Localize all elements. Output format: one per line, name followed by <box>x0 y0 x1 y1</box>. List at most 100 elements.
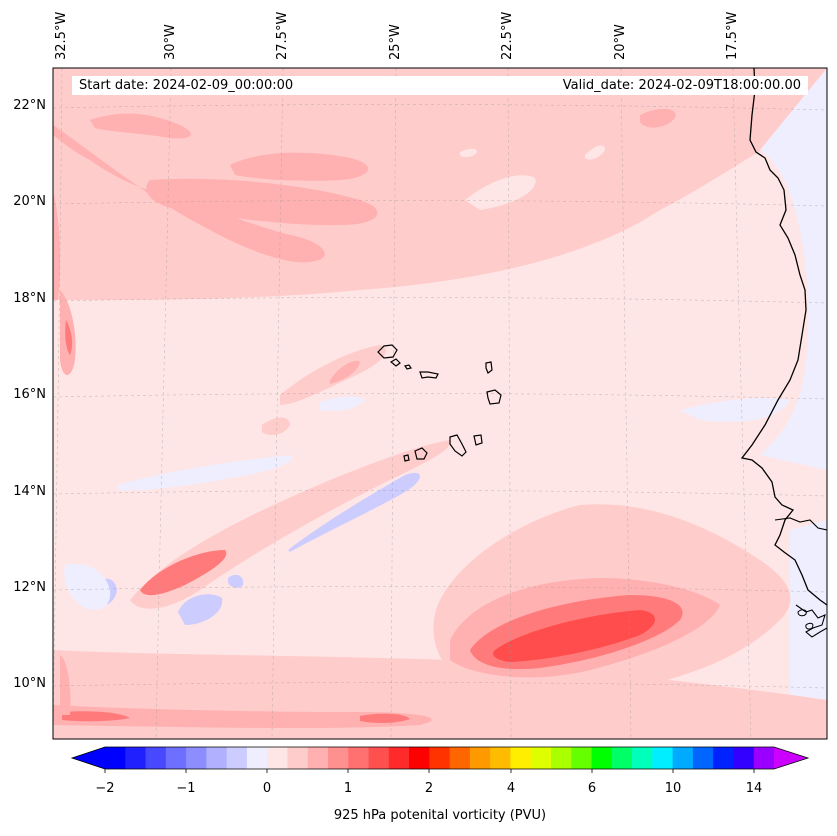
island-fogo <box>414 447 428 460</box>
gridline-lat <box>53 297 827 304</box>
colorbar-extend-low <box>72 747 105 769</box>
gridline-lat <box>53 586 827 593</box>
colorbar-segment <box>307 747 329 769</box>
colorbar-segment <box>611 747 633 769</box>
colorbar-segment <box>753 747 775 769</box>
lon-label-27-5w: 27.5°W <box>275 11 290 60</box>
gridline-lat <box>53 393 827 400</box>
field-sw-neg-band <box>288 472 420 552</box>
colorbar-segment <box>145 747 167 769</box>
gridline-lat <box>53 200 827 207</box>
colorbar-segment <box>267 747 288 769</box>
date-banner: Start date: 2024-02-09_00:00:00 Valid_da… <box>72 76 808 95</box>
lon-label-25w: 25°W <box>388 24 403 60</box>
colorbar-segment <box>429 747 451 769</box>
colorbar-tick-label: 0 <box>262 781 272 796</box>
field-central-pos-1 <box>280 345 386 405</box>
colorbar-segment <box>469 747 491 769</box>
colorbar-tick-label: 1 <box>343 781 353 796</box>
gridline-lon <box>390 68 397 739</box>
lon-label-22-5w: 22.5°W <box>500 11 515 60</box>
gridline-lat <box>53 490 827 497</box>
gridline-lon <box>155 68 172 739</box>
colorbar-segment <box>328 747 349 769</box>
field-west-neg-sw <box>64 563 111 610</box>
field-east-neg-2 <box>680 398 790 422</box>
start-date-label: Start date: 2024-02-09_00:00:00 <box>79 78 294 93</box>
colorbar-segment <box>490 747 511 769</box>
field-north-blob-5 <box>146 178 378 226</box>
field-south-edge-streak <box>53 705 432 729</box>
colorbar-segment <box>692 747 714 769</box>
colorbar-tick-label: 14 <box>745 781 763 796</box>
field-south-edge-core <box>62 711 130 722</box>
colorbar-segment <box>226 747 248 769</box>
field-south-peak <box>493 610 655 662</box>
colorbar-extend-high <box>774 747 808 769</box>
island-sal <box>485 361 493 374</box>
colorbar-segment <box>449 747 471 769</box>
africa-coastline <box>740 68 827 606</box>
lat-label-12n: 12°N <box>13 580 46 595</box>
colorbar <box>70 746 810 773</box>
island-sao-nicolau <box>419 371 439 379</box>
colorbar-segment <box>733 747 755 769</box>
colorbar-segment <box>125 747 147 769</box>
lat-label-10n: 10°N <box>13 676 46 691</box>
gridline-lat <box>53 682 827 689</box>
colorbar-tick-label: 10 <box>664 781 682 796</box>
field-sw-neg-blob-3 <box>228 574 244 588</box>
colorbar-segment <box>652 747 674 769</box>
lat-label-14n: 14°N <box>13 484 46 499</box>
gridline-lon <box>732 68 752 739</box>
colorbar-segment <box>632 747 653 769</box>
colorbar-tick-label: 6 <box>587 781 597 796</box>
island-brava <box>403 454 410 462</box>
field-north-blob-3 <box>230 152 369 181</box>
guinea-bissau-coast <box>795 604 827 638</box>
field-central-neg-2 <box>118 455 292 491</box>
island-sao-vicente <box>389 358 401 367</box>
field-central-neg-1 <box>320 396 365 412</box>
colorbar-segment <box>388 747 410 769</box>
cape-verde-islands <box>377 344 502 462</box>
colorbar-segment <box>571 747 593 769</box>
colorbar-segment <box>551 747 572 769</box>
colorbar-segment <box>409 747 430 769</box>
colorbar-segment <box>246 747 268 769</box>
island-santa-luzia <box>404 364 412 370</box>
colorbar-tick-label: 2 <box>424 781 434 796</box>
gridline-lon <box>620 68 632 739</box>
lon-label-32-5w: 32.5°W <box>54 11 69 60</box>
gridlines <box>53 68 827 739</box>
island-santiago <box>449 434 467 457</box>
colorbar-segment <box>591 747 613 769</box>
field-north-blob-4 <box>640 108 676 128</box>
field-north-neg-1 <box>465 175 536 210</box>
gridline-lon <box>507 68 512 739</box>
valid-date-label: Valid_date: 2024-02-09T18:00:00.00 <box>562 78 801 93</box>
field-north-neg-3 <box>460 148 477 158</box>
field-north-blob-2 <box>90 113 191 139</box>
colorbar-tick-label: −2 <box>95 781 115 796</box>
colorbar-tick-label: 4 <box>506 781 516 796</box>
field-central-pos-2 <box>330 360 360 384</box>
field-west-streak-north <box>53 190 61 300</box>
field-north-neg-2 <box>585 145 605 160</box>
colorbar-title: 925 hPa potenital vorticity (PVU) <box>333 808 547 823</box>
island-santo-antao <box>377 344 398 359</box>
lon-label-20w: 20°W <box>613 24 628 60</box>
senegal-gambia-coast <box>774 517 827 531</box>
bijagos-islands <box>797 609 814 630</box>
gridline-lon <box>53 68 63 739</box>
colorbar-segment <box>105 747 126 769</box>
colorbar-segment <box>672 747 694 769</box>
field-sw-neg-blob-1 <box>178 594 223 625</box>
lon-label-30w: 30°W <box>163 24 178 60</box>
map-frame <box>52 67 828 740</box>
colorbar-segment <box>713 747 734 769</box>
field-north-blob-1 <box>53 125 325 263</box>
gridline-lat <box>53 104 827 111</box>
